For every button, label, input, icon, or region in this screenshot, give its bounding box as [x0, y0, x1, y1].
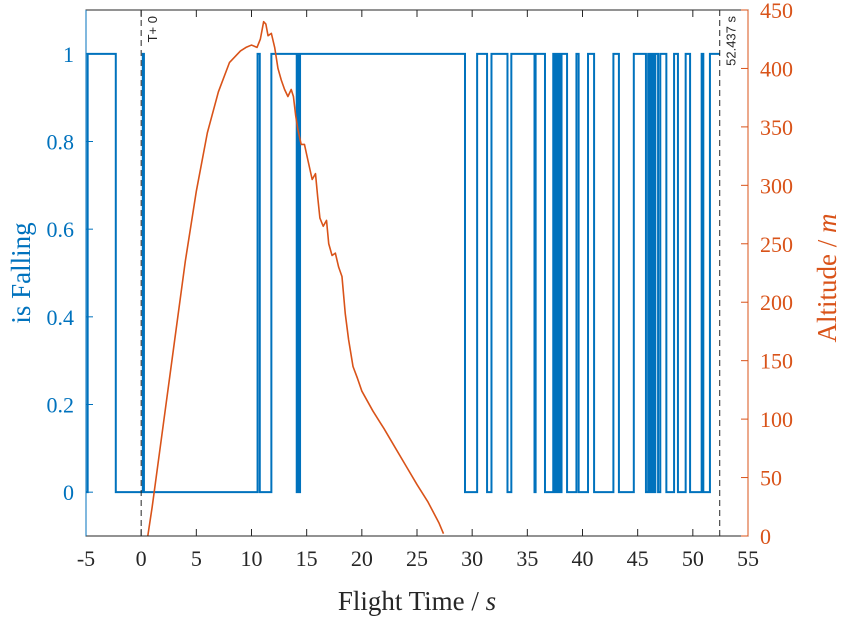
x-tick-label: 40 — [572, 546, 594, 571]
x-axis-label-text: Flight Time / — [338, 586, 486, 616]
right-axis-label-text: Altitude / — [812, 233, 842, 343]
is-falling-series — [86, 52, 720, 494]
x-tick-label: 15 — [296, 546, 318, 571]
x-tick-label: 0 — [136, 546, 147, 571]
right-axis-ticks: 0 50 100 150 200 250 300 350 400 450 — [741, 0, 793, 549]
x-tick-label: 35 — [516, 546, 538, 571]
marker-label: 52.437 s — [723, 16, 738, 66]
left-axis-ticks: 0 0.2 0.4 0.6 0.8 1 — [47, 10, 93, 536]
x-axis-ticks: -5 0 5 10 15 20 25 30 35 40 45 50 55 — [77, 10, 759, 571]
left-tick-label: 0.6 — [47, 217, 75, 242]
x-tick-label: 50 — [682, 546, 704, 571]
left-tick-label: 0.4 — [47, 305, 75, 330]
right-tick-label: 50 — [760, 466, 782, 491]
x-tick-label: 45 — [627, 546, 649, 571]
right-tick-label: 450 — [760, 0, 793, 23]
right-tick-label: 200 — [760, 290, 793, 315]
time-markers: T+ 0 52.437 s — [140, 10, 738, 536]
left-tick-label: 0.8 — [47, 130, 75, 155]
x-tick-label: -5 — [77, 546, 95, 571]
axis-labels: Flight Time / s is Falling Altitude / m — [6, 214, 842, 617]
x-axis-label-unit: s — [486, 586, 497, 616]
right-tick-label: 250 — [760, 232, 793, 257]
is-falling-line — [86, 52, 720, 494]
x-tick-label: 30 — [461, 546, 483, 571]
left-tick-label: 0.2 — [47, 393, 75, 418]
right-tick-label: 150 — [760, 349, 793, 374]
right-tick-label: 100 — [760, 407, 793, 432]
x-tick-label: 10 — [241, 546, 263, 571]
x-tick-label: 55 — [737, 546, 759, 571]
x-tick-label: 5 — [191, 546, 202, 571]
x-tick-label: 20 — [351, 546, 373, 571]
right-tick-label: 400 — [760, 56, 793, 81]
right-axis-label-unit: m — [812, 214, 842, 234]
x-tick-label: 25 — [406, 546, 428, 571]
altitude-series — [146, 20, 445, 536]
left-axis-label: is Falling — [6, 222, 36, 323]
left-tick-label: 0 — [63, 480, 74, 505]
right-axis-label: Altitude / m — [812, 214, 842, 343]
marker-label: T+ 0 — [145, 16, 160, 42]
right-tick-label: 300 — [760, 173, 793, 198]
right-tick-label: 0 — [760, 524, 771, 549]
altitude-line — [146, 20, 445, 536]
left-tick-label: 1 — [63, 42, 74, 67]
x-axis-label: Flight Time / s — [338, 586, 496, 616]
right-tick-label: 350 — [760, 115, 793, 140]
